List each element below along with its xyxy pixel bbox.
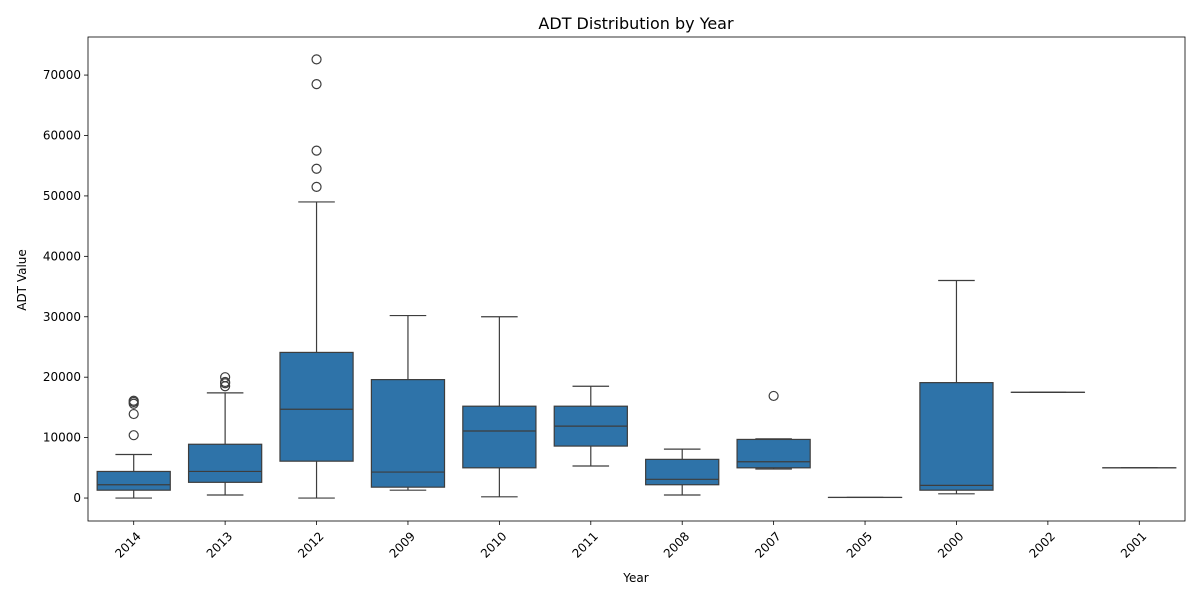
x-tick-label: 2008 (661, 529, 692, 560)
x-tick-label: 2010 (478, 529, 509, 560)
y-tick-label: 60000 (43, 128, 81, 142)
outlier-point (312, 80, 321, 89)
outlier-point (129, 410, 138, 419)
x-tick-label: 2013 (204, 529, 235, 560)
outlier-point (312, 164, 321, 173)
x-tick-label: 2002 (1026, 529, 1057, 560)
y-tick-label: 40000 (43, 249, 81, 263)
y-tick-label: 0 (73, 491, 81, 505)
y-tick-label: 70000 (43, 68, 81, 82)
outlier-point (312, 146, 321, 155)
y-axis-label: ADT Value (15, 249, 29, 311)
x-tick-label: 2012 (295, 529, 326, 560)
box-iqr (280, 352, 353, 461)
box-iqr (97, 471, 170, 490)
x-tick-label: 2009 (387, 529, 418, 560)
outlier-point (312, 182, 321, 191)
box-iqr (463, 406, 536, 468)
y-tick-label: 30000 (43, 310, 81, 324)
x-axis-label: Year (622, 571, 648, 585)
y-tick-label: 20000 (43, 370, 81, 384)
x-tick-label: 2011 (569, 529, 600, 560)
outlier-point (312, 55, 321, 64)
plot-area: 0 10000 20000 30000 40000 50000 60000 70000 2014… (43, 55, 1176, 561)
y-tick-label: 10000 (43, 431, 81, 445)
box-iqr (371, 380, 444, 488)
chart-title: ADT Distribution by Year (538, 14, 734, 33)
box-iqr (920, 383, 993, 491)
outlier-point (769, 391, 778, 400)
x-tick-label: 2014 (112, 529, 143, 560)
x-tick-label: 2000 (935, 529, 966, 560)
x-tick-label: 2005 (844, 529, 875, 560)
y-tick-label: 50000 (43, 189, 81, 203)
box-iqr (646, 459, 719, 484)
x-tick-label: 2007 (752, 529, 783, 560)
outlier-point (129, 431, 138, 440)
box-iqr (189, 444, 262, 482)
box-iqr (737, 439, 810, 467)
x-tick-label: 2001 (1118, 529, 1149, 560)
